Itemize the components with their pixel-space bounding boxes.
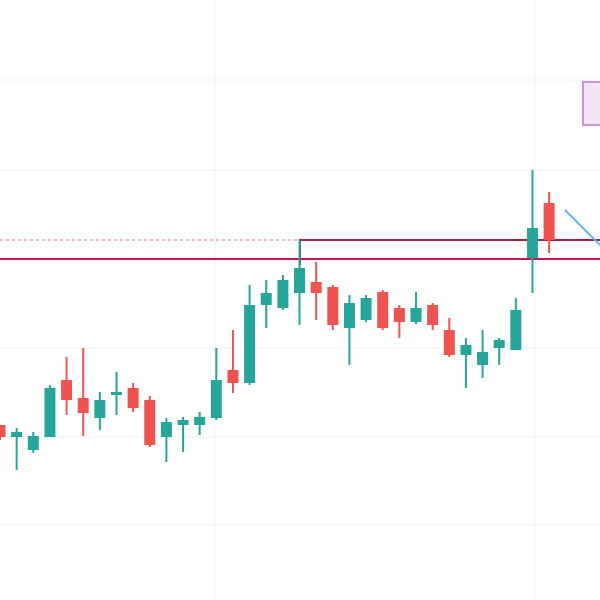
candle-body	[410, 308, 422, 322]
candle-body	[160, 422, 172, 437]
candle-body	[27, 436, 39, 450]
candle-body	[127, 388, 139, 408]
candle-body	[510, 310, 522, 350]
candle-body	[61, 380, 73, 400]
candle-body	[11, 432, 23, 437]
candle-body	[543, 203, 555, 240]
candle-body	[310, 282, 322, 293]
candle-body	[427, 305, 439, 325]
step-line	[299, 239, 600, 265]
candle-body	[360, 298, 372, 320]
candle-body	[44, 388, 56, 437]
trend-line	[564, 209, 600, 246]
candle-body	[194, 417, 206, 425]
candle-body	[377, 292, 389, 328]
candle-body	[94, 400, 106, 418]
candle-body	[0, 425, 6, 437]
candle-body	[460, 345, 472, 355]
candle-body	[210, 380, 222, 418]
label-box	[582, 81, 600, 126]
candle-body	[110, 392, 122, 395]
candle-body	[443, 330, 455, 355]
candle-body	[343, 303, 355, 328]
candle-body	[177, 420, 189, 425]
candle-body	[227, 370, 239, 383]
candle-body	[294, 268, 306, 293]
candle-body	[327, 287, 339, 325]
candle-body	[277, 280, 289, 308]
candle-body	[77, 398, 89, 413]
candle-body	[477, 352, 489, 365]
candle-body	[493, 340, 505, 348]
candle-body	[393, 308, 405, 322]
candle-body	[244, 305, 256, 383]
candle-body	[526, 228, 538, 258]
candle-body	[144, 400, 156, 445]
candle-body	[260, 293, 272, 305]
